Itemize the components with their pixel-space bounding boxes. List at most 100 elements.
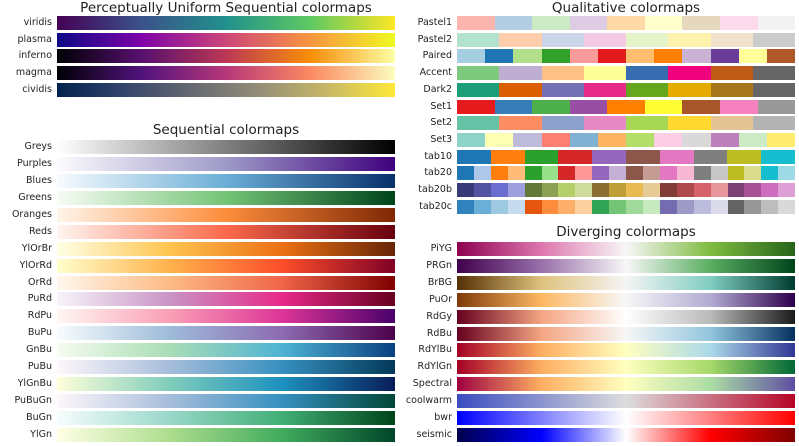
color-swatch: [757, 99, 796, 114]
color-swatch: [676, 183, 694, 197]
color-swatch: [513, 132, 542, 147]
colormap-label: PuOr: [429, 293, 452, 305]
colormap-bar-tab20: [457, 166, 796, 181]
colormap-bar-Spectral: [457, 377, 795, 392]
colormap-bar-bwr: [457, 411, 795, 425]
color-swatch: [541, 82, 584, 97]
color-swatch: [597, 49, 627, 64]
color-swatch: [693, 149, 728, 164]
color-swatch: [710, 32, 753, 47]
color-swatch: [457, 149, 491, 164]
section-title: Qualitative colormaps: [551, 0, 701, 16]
color-swatch: [761, 183, 779, 197]
color-swatch: [592, 183, 610, 197]
colormap-bar-PuBuGn: [57, 394, 395, 409]
color-swatch: [583, 66, 626, 81]
color-swatch: [541, 66, 584, 81]
colormap-bar-PuBu: [57, 360, 395, 375]
colormap-bar-tab20b: [457, 183, 796, 197]
color-swatch: [744, 166, 762, 181]
colormap-label: YlOrRd: [19, 259, 52, 271]
colormap-bar-Blues: [57, 173, 395, 188]
colormap-bar-PiYG: [457, 242, 795, 256]
color-swatch: [644, 99, 683, 114]
color-swatch: [485, 132, 514, 147]
color-swatch: [583, 32, 626, 47]
colormap-label: magma: [15, 66, 52, 78]
color-swatch: [569, 16, 608, 30]
color-swatch: [575, 183, 593, 197]
colormap-label: RdPu: [27, 310, 52, 322]
color-swatch: [494, 16, 533, 30]
color-swatch: [457, 199, 474, 214]
colormap-bar-Pastel2: [457, 32, 795, 47]
colormap-bar-Dark2: [457, 82, 795, 97]
colormap-label: Greys: [24, 141, 52, 152]
color-swatch: [457, 32, 500, 47]
color-swatch: [761, 166, 779, 181]
color-swatch: [752, 66, 795, 81]
color-swatch: [507, 199, 525, 214]
colormap-label: YlGn: [30, 428, 52, 440]
colormap-label: PRGn: [426, 259, 452, 271]
color-swatch: [738, 132, 767, 147]
colormap-bar-inferno: [57, 49, 395, 64]
colormap-bar-Set3: [457, 132, 796, 147]
color-swatch: [644, 16, 683, 30]
color-swatch: [668, 66, 711, 81]
color-swatch: [524, 199, 542, 214]
color-swatch: [778, 166, 796, 181]
color-swatch: [490, 199, 508, 214]
color-swatch: [727, 183, 745, 197]
colormap-label: BuGn: [26, 412, 52, 424]
color-swatch: [693, 199, 711, 214]
colormap-bar-tab10: [457, 149, 795, 164]
colormap-label: Reds: [29, 225, 52, 237]
color-swatch: [668, 116, 711, 131]
colormap-label: coolwarm: [405, 395, 452, 407]
colormap-bar-RdYlBu: [457, 343, 795, 358]
color-swatch: [457, 183, 474, 197]
colormap-label: BuPu: [27, 327, 52, 339]
color-swatch: [457, 99, 495, 114]
color-swatch: [710, 166, 728, 181]
colormap-bar-YlGnBu: [57, 377, 395, 392]
color-swatch: [626, 49, 655, 64]
colormap-bar-Accent: [457, 66, 795, 81]
colormap-label: PiYG: [430, 243, 452, 254]
colormap-bar-BrBG: [457, 275, 795, 290]
color-swatch: [778, 199, 796, 214]
color-swatch: [532, 99, 570, 114]
color-swatch: [668, 32, 711, 47]
colormap-label: seismic: [416, 428, 453, 440]
colormap-label: Blues: [26, 174, 52, 186]
color-swatch: [541, 199, 559, 214]
color-swatch: [626, 32, 669, 47]
color-swatch: [752, 32, 795, 47]
color-swatch: [541, 32, 584, 47]
color-swatch: [710, 116, 753, 131]
color-swatch: [659, 166, 677, 181]
color-swatch: [668, 82, 711, 97]
color-swatch: [609, 199, 627, 214]
colormap-label: PuBu: [27, 361, 52, 373]
color-swatch: [575, 199, 593, 214]
color-swatch: [592, 166, 610, 181]
color-swatch: [473, 183, 491, 197]
color-swatch: [473, 199, 491, 214]
colormap-label: PuBuGn: [14, 395, 52, 407]
color-swatch: [744, 199, 762, 214]
color-swatch: [654, 49, 683, 64]
colormap-bar-viridis: [57, 16, 395, 30]
colormap-label: Greens: [18, 191, 52, 203]
color-swatch: [676, 199, 694, 214]
color-swatch: [766, 132, 796, 147]
colormap-bar-Pastel1: [457, 16, 796, 30]
color-swatch: [485, 49, 514, 64]
colormap-bar-GnBu: [57, 343, 395, 358]
colormap-label: tab20: [424, 167, 452, 179]
color-swatch: [642, 183, 660, 197]
color-swatch: [727, 199, 745, 214]
colormap-bar-PuRd: [57, 292, 395, 307]
color-swatch: [558, 149, 593, 164]
